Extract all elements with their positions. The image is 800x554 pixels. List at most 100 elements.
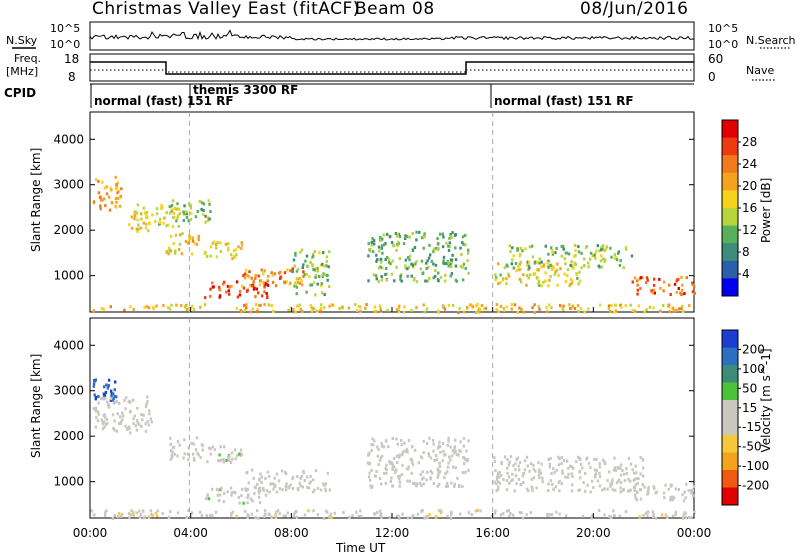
velocity-echo-cell [114,380,117,384]
velocity-echo-cell [596,479,600,483]
power-echo-cell [371,240,374,244]
power-echo-cell [211,281,214,285]
power-echo-cell [206,216,210,220]
power-echo-cell [447,264,450,268]
power-echo-cell [646,278,649,282]
velocity-echo-cell [376,454,379,458]
velocity-echo-cell [595,468,598,472]
velocity-echo-cell [378,509,382,513]
velocity-echo-cell [454,438,457,442]
power-echo-cell [671,306,674,310]
velocity-echo-cell [578,458,582,461]
velocity-echo-cell [509,455,513,459]
velocity-echo-cell [218,493,222,497]
velocity-echo-cell [416,482,419,486]
power-echo-cell [497,282,500,286]
velocity-echo-cell [613,514,616,518]
power-echo-cell [576,304,580,308]
power-echo-cell [140,212,143,216]
power-echo-cell [653,291,656,295]
power-echo-cell [197,235,200,238]
power-echo-cell [459,264,462,268]
velocity-echo-cell [669,495,672,499]
power-echo-cell [509,249,512,253]
velocity-echo-cell [222,458,225,462]
velocity-echo-region [633,482,696,503]
power-echo-cell [677,287,680,290]
velocity-echo-cell [614,488,617,492]
velocity-echo-cell [128,512,131,516]
power-echo-cell [432,262,435,266]
power-echo-cell [432,276,435,280]
power-ytick-label: 4000 [53,132,84,146]
power-echo-cell [158,221,162,225]
velocity-echo-cell [547,489,550,492]
power-echo-cell [311,263,314,267]
velocity-echo-cell [674,487,677,491]
power-echo-cell [305,272,308,276]
power-echo-cell [653,277,656,281]
velocity-echo-cell [546,512,549,516]
velocity-echo-cell [154,511,157,515]
power-echo-cell [315,309,318,313]
power-echo-cell [413,246,417,249]
velocity-echo-cell [494,469,497,473]
velocity-echo-cell [319,488,323,492]
power-echo-cell [578,270,581,274]
velocity-echo-cell [528,469,531,473]
velocity-echo-cell [633,486,636,490]
power-echo-cell [375,253,378,257]
velocity-echo-cell [461,485,464,488]
velocity-echo-cell [643,485,646,489]
power-echo-cell [303,272,306,276]
velocity-echo-cell [506,466,509,470]
velocity-echo-cell [691,494,695,497]
power-echo-cell [691,283,695,287]
velocity-echo-cell [503,455,507,459]
velocity-echo-cell [187,446,190,450]
power-echo-cell [211,241,214,245]
power-echo-cell [467,251,470,255]
velocity-echo-cell [222,460,226,464]
power-echo-cell [610,303,613,307]
nsky-trace [89,29,695,41]
velocity-echo-cell [557,455,560,459]
power-echo-cell [603,259,606,263]
velocity-echo-cell [453,445,457,449]
velocity-echo-cell [612,509,615,513]
power-echo-cell [323,293,326,297]
time-axis-label: Time UT [335,541,386,554]
velocity-echo-cell [129,513,133,517]
velocity-echo-cell [106,400,109,404]
power-echo-cell [255,303,258,307]
velocity-echo-cell [624,510,628,514]
power-echo-cell [613,253,616,257]
velocity-echo-cell [113,419,116,423]
power-echo-cell [177,207,181,211]
power-echo-cell [451,303,455,307]
velocity-echo-cell [228,459,231,462]
power-echo-cell [397,309,401,313]
power-echo-cell [578,279,582,283]
power-echo-cell [256,310,259,314]
power-echo-cell [547,252,550,256]
velocity-echo-cell [121,418,124,422]
velocity-echo-cell [380,442,383,445]
power-echo-cell [691,290,695,294]
velocity-echo-cell [292,514,296,518]
power-echo-cell [167,252,170,256]
velocity-echo-cell [128,410,132,414]
velocity-echo-cell [243,509,247,513]
power-echo-cell [377,245,381,249]
velocity-echo-cell [687,489,690,493]
velocity-echo-cell [567,466,570,470]
velocity-echo-cell [97,395,100,398]
power-echo-cell [145,211,148,214]
velocity-echo-cell [437,468,440,472]
velocity-echo-cell [500,462,503,466]
velocity-echo-cell [406,467,410,471]
power-echo-cell [517,264,520,268]
velocity-echo-cell [121,512,124,516]
velocity-echo-cell [359,509,362,513]
velocity-echo-cell [316,487,320,490]
